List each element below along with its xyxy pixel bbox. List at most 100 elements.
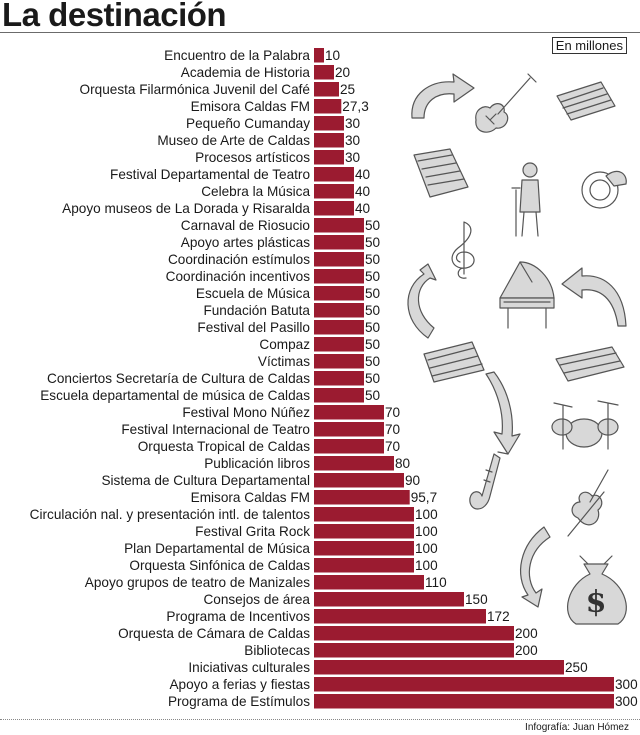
money-stack-icon — [420, 338, 490, 391]
category-label: Orquesta Tropical de Caldas — [138, 439, 310, 454]
arrow-icon — [404, 72, 478, 129]
singer-microphone-icon — [510, 160, 550, 245]
arrow-icon — [560, 266, 632, 337]
electric-guitar-icon — [470, 70, 540, 145]
value-label: 30 — [345, 116, 361, 131]
bar — [314, 133, 344, 148]
category-label: Festival Mono Núñez — [182, 405, 310, 420]
category-label: Museo de Arte de Caldas — [157, 133, 310, 148]
category-label: Coordinación incentivos — [166, 269, 311, 284]
value-label: 70 — [385, 439, 401, 454]
bar — [314, 388, 364, 403]
value-label: 50 — [365, 354, 381, 369]
category-label: Plan Departamental de Música — [124, 541, 310, 556]
value-label: 100 — [415, 507, 438, 522]
value-label: 50 — [365, 371, 381, 386]
value-label: 10 — [325, 48, 341, 63]
value-label: 300 — [615, 694, 638, 709]
category-label: Pequeño Cumanday — [186, 116, 310, 131]
category-label: Festival Internacional de Teatro — [121, 422, 310, 437]
bar — [314, 82, 339, 97]
category-label: Orquesta Filarmónica Juvenil del Café — [80, 82, 310, 97]
bar — [314, 320, 364, 335]
value-label: 110 — [425, 575, 447, 590]
title-rule — [0, 32, 640, 33]
value-label: 70 — [385, 405, 401, 420]
value-label: 40 — [355, 167, 371, 182]
bar — [314, 643, 514, 658]
value-label: 90 — [405, 473, 421, 488]
bar — [314, 626, 514, 641]
bar — [314, 252, 364, 267]
bar — [314, 167, 354, 182]
value-label: 250 — [565, 660, 588, 675]
bar — [314, 201, 354, 216]
category-label: Víctimas — [258, 354, 310, 369]
unit-label: En millones — [551, 37, 627, 54]
bar — [314, 490, 410, 505]
value-label: 40 — [355, 184, 371, 199]
money-stack-icon — [554, 345, 626, 390]
category-label: Apoyo museos de La Dorada y Risaralda — [62, 201, 310, 216]
bar — [314, 150, 344, 165]
value-label: 20 — [335, 65, 351, 80]
value-label: 300 — [615, 677, 638, 692]
value-label: 27,3 — [342, 99, 368, 114]
value-label: 100 — [415, 558, 438, 573]
category-label: Programa de Estímulos — [168, 694, 310, 709]
category-label: Escuela departamental de música de Calda… — [40, 388, 310, 403]
value-label: 200 — [515, 626, 538, 641]
arrow-icon — [480, 370, 524, 461]
value-label: 50 — [365, 320, 381, 335]
treble-clef-icon — [444, 218, 484, 287]
value-label: 50 — [365, 286, 381, 301]
bar — [314, 184, 354, 199]
svg-text:$: $ — [586, 585, 607, 620]
category-label: Apoyo artes plásticas — [181, 235, 310, 250]
category-label: Emisora Caldas FM — [191, 99, 310, 114]
category-label: Carnaval de Riosucio — [181, 218, 310, 233]
category-label: Emisora Caldas FM — [191, 490, 310, 505]
value-label: 50 — [365, 269, 381, 284]
bar — [314, 371, 364, 386]
value-label: 100 — [415, 541, 438, 556]
value-label: 25 — [340, 82, 355, 97]
chart-title: La destinación — [2, 0, 227, 33]
value-label: 50 — [365, 218, 381, 233]
category-label: Academia de Historia — [181, 65, 311, 80]
bar — [314, 99, 342, 114]
value-label: 150 — [465, 592, 488, 607]
bar — [314, 575, 424, 590]
arrow-icon — [508, 525, 552, 612]
category-label: Encuentro de la Palabra — [164, 48, 310, 63]
category-label: Sistema de Cultura Departamental — [101, 473, 310, 488]
bar — [314, 354, 364, 369]
category-label: Orquesta de Cámara de Caldas — [118, 626, 310, 641]
category-label: Festival del Pasillo — [197, 320, 310, 335]
bar — [314, 677, 614, 692]
value-label: 100 — [415, 524, 438, 539]
value-label: 95,7 — [411, 490, 437, 505]
category-label: Celebra la Música — [201, 184, 310, 199]
bar — [314, 609, 486, 624]
value-label: 30 — [345, 133, 361, 148]
bar — [314, 694, 614, 709]
category-label: Programa de Incentivos — [166, 609, 310, 624]
value-label: 70 — [385, 422, 401, 437]
saxophone-icon — [464, 450, 514, 525]
category-label: Consejos de área — [203, 592, 310, 607]
category-label: Coordinación estímulos — [168, 252, 310, 267]
bar — [314, 269, 364, 284]
bar — [314, 558, 414, 573]
bar — [314, 422, 384, 437]
bar — [314, 116, 344, 131]
category-label: Orquesta Sinfónica de Caldas — [129, 558, 310, 573]
value-label: 50 — [365, 235, 381, 250]
value-label: 50 — [365, 303, 381, 318]
bar — [314, 218, 364, 233]
bar — [314, 303, 364, 318]
category-label: Circulación nal. y presentación intl. de… — [30, 507, 311, 522]
value-label: 50 — [365, 337, 381, 352]
credit-text: Infografía: Juan Hómez — [525, 722, 629, 733]
